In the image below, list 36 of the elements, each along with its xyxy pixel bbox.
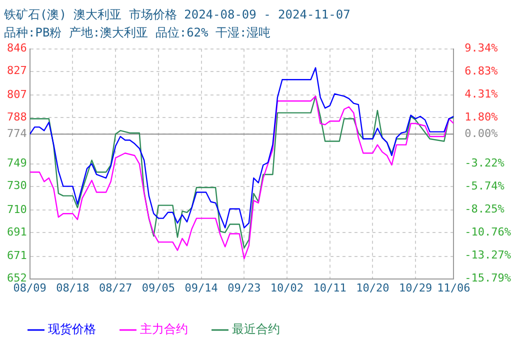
legend-label: 最近合约 [232, 322, 280, 336]
y-tick-label: 774 [6, 127, 28, 140]
chart-subtitle: 品种:PB粉 产地:澳大利亚 品位:62% 干湿:湿吨 [4, 26, 271, 40]
y2-tick-label: -13.27% [464, 248, 512, 262]
y2-tick-label: -5.74% [464, 180, 505, 193]
x-tick-label: 09/05 [142, 281, 175, 294]
x-tick-label: 10/11 [313, 281, 346, 294]
x-tick-label: 09/23 [228, 281, 261, 294]
y2-tick-label: 9.34% [464, 42, 498, 55]
y-tick-label: 691 [6, 225, 27, 238]
y2-tick-label: -3.22% [464, 156, 505, 170]
x-tick-label: 08/09 [13, 281, 46, 294]
x-tick-label: 10/20 [356, 281, 390, 294]
legend-label: 现货价格 [48, 322, 96, 336]
y-tick-label: 846 [6, 42, 27, 55]
y2-tick-label: 6.83% [464, 64, 498, 78]
y-tick-label: 710 [6, 202, 27, 216]
chart-title: 铁矿石(澳) 澳大利亚 市场价格 2024-08-09 - 2024-11-07 [3, 7, 350, 22]
x-tick-label: 08/18 [56, 281, 90, 294]
legend-label: 主力合约 [140, 322, 188, 336]
y2-tick-label: -10.76% [464, 226, 512, 239]
y2-tick-label: -8.25% [464, 202, 505, 216]
y2-tick-label: 0.00% [464, 127, 498, 140]
y-tick-label: 730 [6, 179, 27, 192]
y2-tick-label: 4.31% [464, 88, 498, 101]
y2-tick-label: 1.80% [464, 110, 498, 124]
y-tick-label: 827 [6, 64, 27, 78]
y-tick-label: 788 [6, 110, 27, 124]
x-tick-label: 09/14 [184, 281, 218, 294]
x-tick-label: 10/02 [270, 281, 304, 294]
y-tick-label: 671 [6, 249, 27, 262]
y-tick-label: 749 [6, 156, 27, 170]
x-tick-label: 10/29 [398, 281, 432, 294]
x-tick-label: 11/06 [437, 281, 470, 294]
x-tick-label: 08/27 [99, 281, 132, 294]
y-tick-label: 807 [6, 88, 27, 101]
